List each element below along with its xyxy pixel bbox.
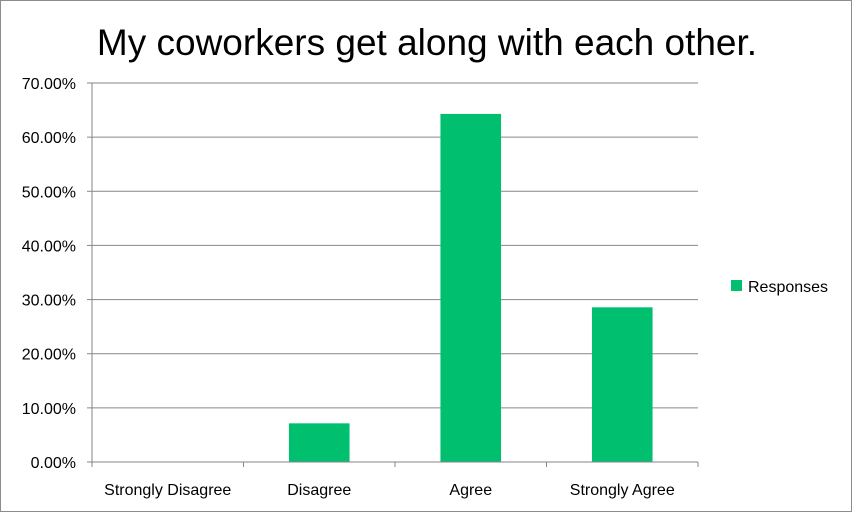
y-tick-label: 30.00% [22, 293, 76, 310]
legend-swatch-responses [731, 280, 742, 291]
bar-strongly-agree [591, 307, 653, 462]
y-tick-labels: 0.00% 10.00% 20.00% 30.00% 40.00% 50.00% 60.00… [22, 76, 76, 472]
chart-title: My coworkers get along with each other. [97, 22, 757, 63]
bars [288, 113, 653, 462]
gridlines [92, 82, 698, 409]
bar-agree [440, 113, 502, 462]
x-category-label: Strongly Agree [570, 482, 675, 499]
x-category-label: Agree [449, 482, 492, 499]
x-category-labels: Strongly Disagree Disagree Agree Strongly A… [104, 482, 675, 499]
y-tick-label: 40.00% [22, 238, 76, 255]
legend: Responses [731, 279, 828, 296]
bar-disagree [288, 423, 350, 462]
axes [87, 82, 699, 467]
x-category-label: Strongly Disagree [104, 482, 231, 499]
y-tick-label: 0.00% [31, 455, 76, 472]
x-category-label: Disagree [287, 482, 351, 499]
y-tick-label: 70.00% [22, 76, 76, 93]
legend-label-responses: Responses [748, 279, 828, 296]
y-tick-label: 60.00% [22, 130, 76, 147]
y-tick-label: 50.00% [22, 184, 76, 201]
y-tick-label: 10.00% [22, 401, 76, 418]
y-tick-label: 20.00% [22, 347, 76, 364]
